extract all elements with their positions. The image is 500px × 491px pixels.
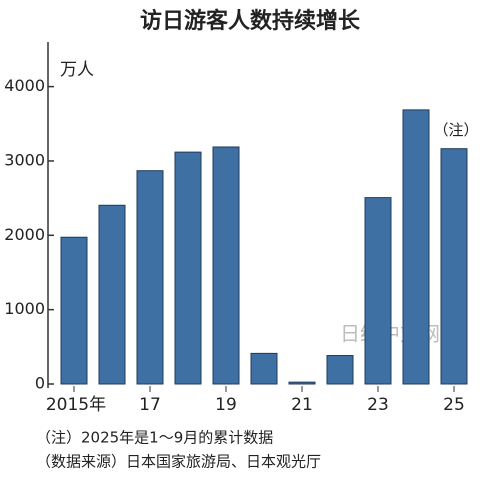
bar [212, 146, 240, 385]
unit-label: 万人 [60, 60, 94, 80]
y-tick-label: 2000 [4, 225, 45, 244]
footnote: （数据来源）日本国家旅游局、日本观光厅 [36, 453, 321, 471]
bar [174, 151, 202, 385]
bar [364, 197, 392, 385]
x-tick-label: 25 [443, 395, 465, 415]
bar [326, 355, 354, 385]
footnote: （注）2025年是1～9月的累计数据 [36, 429, 273, 447]
bar [440, 148, 468, 385]
y-tick-label: 0 [35, 374, 45, 393]
annotation: （注） [433, 121, 478, 139]
x-tick-label: 23 [367, 395, 389, 415]
y-tick-label: 1000 [4, 299, 45, 318]
x-tick-label: 2015年 [46, 395, 106, 415]
x-tick-label: 17 [139, 395, 161, 415]
bar [402, 109, 430, 385]
y-tick-label: 4000 [4, 76, 45, 95]
bar [136, 170, 164, 385]
y-tick-label: 3000 [4, 150, 45, 169]
bar [288, 381, 316, 385]
bar [250, 352, 278, 385]
x-tick-label: 21 [291, 395, 313, 415]
bar [60, 236, 88, 385]
bar [98, 204, 126, 385]
chart-title: 访日游客人数持续增长 [140, 8, 361, 34]
x-tick-label: 19 [215, 395, 237, 415]
